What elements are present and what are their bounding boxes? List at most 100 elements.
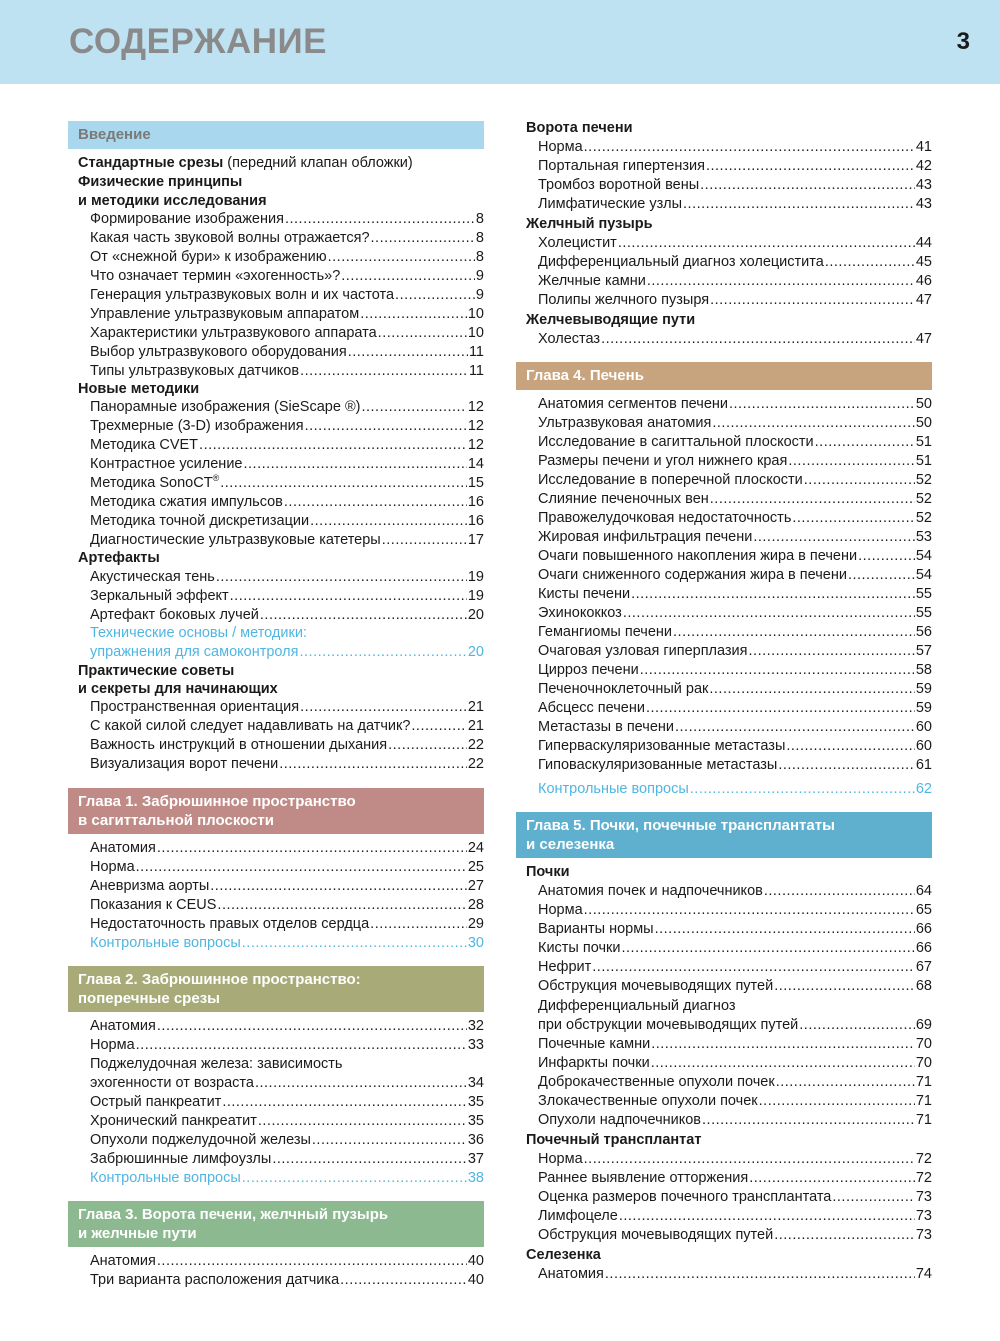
entry-title: С какой силой следует надавливать на дат… [90, 718, 411, 734]
page-ref: 69 [915, 1017, 932, 1033]
entry-title: Гемангиомы печени [538, 624, 673, 640]
toc-entry: Опухоли надпочечников 71 [516, 1111, 932, 1130]
dot-leader [690, 780, 915, 799]
toc-entry: Злокачественные опухоли почек 71 [516, 1092, 932, 1111]
entry-title: Исследование в сагиттальной плоскости [538, 434, 814, 450]
dot-leader [804, 471, 915, 490]
toc-entry: при обструкции мочевыводящих путей 69 [516, 1016, 932, 1035]
toc-entry: Эхинококкоз 55 [516, 604, 932, 623]
section-header-intro: Введение [68, 121, 484, 149]
page-ref: 51 [915, 453, 932, 469]
dot-leader [646, 699, 915, 718]
toc-entry: Инфаркты почки 70 [516, 1054, 932, 1073]
page-ref: 54 [915, 548, 932, 564]
toc-entry: Аневризма аорты 27 [68, 877, 484, 896]
entry-title: Показания к CEUS [90, 897, 217, 913]
entry-title: Норма [90, 859, 135, 875]
dot-leader [673, 623, 915, 642]
page-ref: 22 [467, 756, 484, 772]
section-header-ch1-line: Глава 1. Забрюшинное пространство [78, 793, 356, 810]
page-ref: 53 [915, 529, 932, 545]
page-ref: 11 [468, 363, 484, 379]
standard-rest: (передний клапан обложки) [223, 155, 413, 171]
toc-entry: Какая часть звуковой волны отражается? 8 [68, 229, 484, 248]
toc-entry: Печеночноклеточный рак 59 [516, 680, 932, 699]
entry-title: Генерация ультразвуковых волн и их часто… [90, 287, 395, 303]
review-link[interactable]: Контрольные вопросы 62 [516, 780, 932, 799]
toc-entry: Раннее выявление отторжения 72 [516, 1169, 932, 1188]
toc-entry: Зеркальный эффект 19 [68, 587, 484, 606]
dot-leader [299, 643, 466, 662]
dot-leader [305, 417, 467, 436]
page-ref: 9 [475, 287, 484, 303]
dot-leader [710, 291, 915, 310]
toc-entry: Управление ультразвуковым аппаратом 10 [68, 305, 484, 324]
toc-entry: Анатомия почек и надпочечников 64 [516, 882, 932, 901]
dot-leader [411, 717, 466, 736]
entry-title: Анатомия почек и надпочечников [538, 883, 763, 899]
dot-leader [700, 176, 915, 195]
toc-entry: Три варианта расположения датчика 40 [68, 1271, 484, 1290]
dot-leader [584, 901, 915, 920]
entry-title: Норма [538, 1151, 583, 1167]
entry-title: Диагностические ультразвуковые катетеры [90, 532, 381, 548]
page-ref: 12 [467, 437, 484, 453]
entry-title: Лимфоцеле [538, 1208, 618, 1224]
entry-title: Типы ультразвуковых датчиков [90, 363, 300, 379]
entry-title: Зеркальный эффект [90, 588, 229, 604]
toc-entry: Формирование изображения 8 [68, 210, 484, 229]
subheading: и секреты для начинающих [78, 681, 278, 697]
entry-title: Холецистит [538, 235, 617, 251]
dot-leader [370, 915, 467, 934]
dot-leader [825, 253, 915, 272]
dot-leader [858, 547, 915, 566]
dot-leader [378, 324, 467, 343]
page-ref: 55 [915, 605, 932, 621]
dot-leader [621, 939, 914, 958]
page-ref: 50 [915, 396, 932, 412]
toc-entry: Трехмерные (3-D) изображения 12 [68, 417, 484, 436]
page-ref: 68 [915, 978, 932, 994]
entry-title: Аневризма аорты [90, 878, 210, 894]
entry-title: Анатомия [90, 1253, 156, 1269]
toc-entry: Норма 41 [516, 138, 932, 157]
page-ref: 29 [467, 916, 484, 932]
page-ref: 67 [915, 959, 932, 975]
toc-entry: Обструкция мочевыводящих путей 73 [516, 1226, 932, 1245]
dot-leader [584, 1150, 915, 1169]
toc-entry: Доброкачественные опухоли почек 71 [516, 1073, 932, 1092]
dot-leader [210, 877, 467, 896]
toc-entry: Что означает термин «эхогенность»? 9 [68, 267, 484, 286]
dot-leader [199, 436, 467, 455]
entry-title: Анатомия [90, 840, 156, 856]
review-link-line[interactable]: Технические основы / методики: [90, 625, 307, 641]
toc-entry: Желчные камни 46 [516, 272, 932, 291]
entry-title: Гиперваскуляризованные метастазы [538, 738, 786, 754]
page-ref: 60 [915, 738, 932, 754]
dot-leader [242, 934, 467, 953]
toc-entry: Обструкция мочевыводящих путей 68 [516, 977, 932, 996]
dot-leader [749, 1169, 915, 1188]
page-ref: 40 [467, 1272, 484, 1288]
entry-title: Раннее выявление отторжения [538, 1170, 749, 1186]
entry-title: Анатомия сегментов печени [538, 396, 728, 412]
entry-title: Управление ультразвуковым аппаратом [90, 306, 360, 322]
page-number: 3 [956, 28, 970, 55]
dot-leader [592, 958, 915, 977]
dot-leader [848, 566, 915, 585]
entry-title: Важность инструкций в отношении дыхания [90, 737, 388, 753]
review-link[interactable]: Контрольные вопросы 38 [68, 1169, 484, 1188]
page-ref: 9 [475, 268, 484, 284]
entry-title: Острый панкреатит [90, 1094, 222, 1110]
dot-leader [371, 229, 475, 248]
page-ref: 36 [467, 1132, 484, 1148]
review-link[interactable]: Контрольные вопросы 30 [68, 934, 484, 953]
subheading: и методики исследования [78, 193, 267, 209]
toc-entry: Ультразвуковая анатомия 50 [516, 414, 932, 433]
toc-entry: С какой силой следует надавливать на дат… [68, 717, 484, 736]
review-link[interactable]: упражнения для самоконтроля 20 [68, 643, 484, 662]
dot-leader [706, 157, 915, 176]
dot-leader [220, 474, 467, 493]
dot-leader [243, 455, 466, 474]
dot-leader [136, 858, 467, 877]
